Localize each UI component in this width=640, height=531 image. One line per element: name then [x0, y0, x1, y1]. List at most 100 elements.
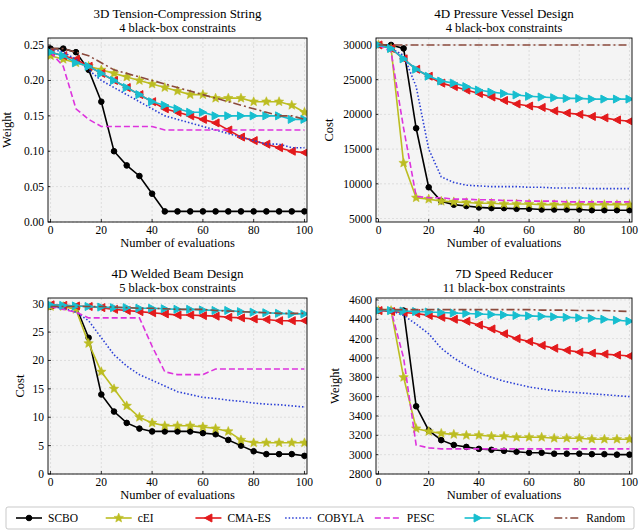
series-marker [550, 107, 558, 115]
series-marker [613, 95, 621, 103]
tick-mark [378, 471, 379, 474]
legend-label: PESC [407, 512, 435, 524]
series-marker [187, 108, 195, 116]
legend-label: cEI [138, 512, 154, 524]
series-marker [173, 421, 183, 430]
x-tick-label: 40 [146, 224, 158, 236]
y-tick-label: 3600 [349, 391, 372, 403]
series-marker [287, 100, 297, 109]
series-marker [387, 308, 395, 316]
series-line [379, 311, 630, 455]
series-marker [475, 310, 483, 318]
y-tick-label: 25 [33, 326, 45, 338]
series-marker [487, 431, 497, 440]
series-marker [111, 76, 119, 84]
subplot: 5000100001500020000250003000002040608010… [322, 6, 638, 250]
grid-line [376, 357, 632, 358]
series-marker [626, 317, 632, 325]
series-marker [224, 426, 234, 435]
series-marker [200, 430, 206, 436]
legend-box [6, 507, 634, 529]
series-marker [588, 314, 596, 322]
series-marker [426, 184, 432, 190]
series-marker [300, 438, 307, 447]
series-marker [149, 429, 155, 435]
series-marker [225, 209, 231, 215]
series-marker [513, 311, 521, 319]
series-line [51, 52, 305, 152]
grid-line [529, 298, 530, 474]
grid-line [304, 298, 305, 474]
series-marker [501, 311, 509, 319]
series-marker [438, 77, 446, 85]
y-tick-label: 4000 [349, 352, 372, 364]
chart-title: 7D Speed Reducer [455, 266, 553, 281]
chart-title: 3D Tension-Compression String [94, 6, 262, 21]
series-marker [213, 209, 219, 215]
series-marker [289, 451, 295, 457]
data-layer [376, 306, 632, 458]
series-marker [549, 433, 559, 442]
series-marker [400, 307, 408, 315]
x-tick-label: 100 [296, 224, 314, 236]
x-tick-label: 80 [574, 476, 586, 488]
series-marker [60, 52, 67, 60]
series-marker [149, 191, 155, 197]
series-marker [512, 432, 522, 441]
series-marker [600, 114, 608, 122]
series-marker [376, 307, 382, 315]
series-marker [199, 108, 207, 116]
series-marker [249, 438, 259, 447]
legend-label: SCBO [48, 512, 78, 524]
series-marker [48, 301, 55, 309]
x-axis-label: Number of evaluations [447, 488, 562, 502]
series-marker [137, 426, 143, 432]
series-marker [413, 308, 421, 316]
series-marker [262, 97, 272, 106]
series-marker [564, 451, 570, 457]
series-marker [124, 163, 130, 169]
series-marker [600, 434, 610, 443]
y-tick-label: 3000 [349, 449, 372, 461]
series-marker [525, 102, 533, 110]
x-axis-label: Number of evaluations [120, 236, 235, 250]
series-marker [575, 110, 583, 118]
series-line [51, 307, 305, 314]
series-marker [612, 434, 622, 443]
chart-subtitle: 4 black-box constraints [446, 21, 563, 35]
chart-subtitle: 11 black-box constraints [443, 281, 566, 295]
series-marker [602, 451, 608, 457]
series-marker [109, 384, 119, 393]
series-marker [302, 453, 307, 459]
series-marker [526, 92, 534, 100]
series-marker [262, 438, 272, 447]
grid-line [48, 360, 307, 361]
series-marker [412, 65, 420, 73]
series-marker [449, 197, 459, 206]
y-tick-label: 5 [38, 440, 44, 452]
series-marker [238, 209, 244, 215]
series-marker [147, 418, 157, 427]
series-marker [551, 451, 557, 457]
series-marker [538, 103, 546, 111]
x-tick-label: 20 [96, 224, 108, 236]
series-marker [198, 422, 208, 431]
y-axis-label: Weight [0, 112, 14, 148]
series-marker [550, 344, 558, 352]
chart-title: 4D Welded Beam Design [112, 266, 244, 281]
y-tick-label: 0.25 [24, 39, 44, 51]
legend-label: Random [586, 512, 625, 524]
series-line [51, 307, 305, 407]
series-marker [588, 349, 596, 357]
series-marker [612, 200, 622, 209]
tick-mark [376, 396, 379, 397]
y-tick-label: 3200 [349, 429, 372, 441]
legend-marker [26, 515, 32, 521]
series-marker [376, 307, 383, 315]
series-line [379, 45, 630, 121]
series-marker [200, 209, 206, 215]
tick-mark [428, 471, 429, 474]
series-marker [537, 432, 547, 441]
grid-line [376, 149, 632, 150]
legend-marker [114, 513, 124, 522]
